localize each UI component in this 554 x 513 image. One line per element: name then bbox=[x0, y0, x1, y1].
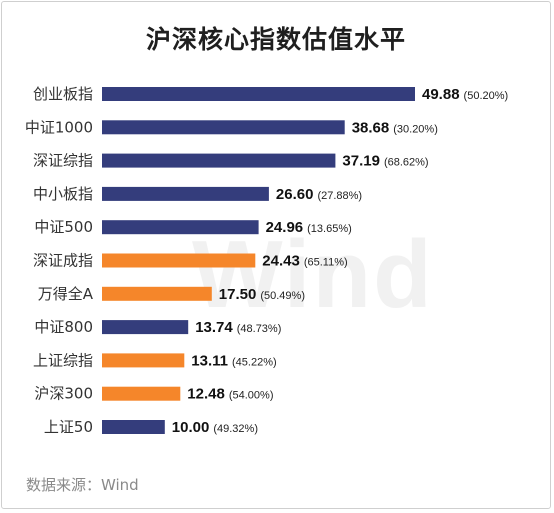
bar bbox=[102, 386, 181, 401]
chart-title: 沪深核心指数估值水平 bbox=[145, 25, 406, 54]
value-label: 13.11 (45.22%) bbox=[191, 352, 276, 369]
percentile-label: (30.20%) bbox=[393, 123, 438, 135]
percentile-label: (54.00%) bbox=[229, 390, 274, 402]
value-number: 49.88 bbox=[422, 86, 460, 103]
percentile-label: (48.73%) bbox=[237, 323, 282, 335]
value-number: 24.43 bbox=[262, 253, 300, 270]
category-label: 中证800 bbox=[34, 318, 93, 336]
percentile-label: (68.62%) bbox=[384, 157, 429, 169]
category-label: 中证500 bbox=[34, 218, 93, 236]
bar bbox=[102, 286, 212, 301]
category-label: 上证综指 bbox=[33, 351, 93, 369]
percentile-label: (50.20%) bbox=[464, 90, 509, 102]
bar bbox=[102, 420, 165, 434]
bar bbox=[102, 87, 415, 101]
value-number: 12.48 bbox=[187, 386, 225, 403]
bar bbox=[102, 353, 185, 368]
bar bbox=[102, 186, 269, 201]
category-label: 深证综指 bbox=[33, 152, 93, 170]
value-label: 24.43 (65.11%) bbox=[262, 253, 347, 270]
percentile-label: (49.32%) bbox=[213, 423, 258, 435]
value-label: 10.00 (49.32%) bbox=[172, 419, 258, 436]
value-number: 24.96 bbox=[266, 219, 304, 236]
category-label: 创业板指 bbox=[33, 85, 93, 103]
value-label: 37.19 (68.62%) bbox=[342, 153, 428, 170]
bar bbox=[102, 253, 256, 268]
value-number: 37.19 bbox=[342, 153, 380, 170]
value-label: 13.74 (48.73%) bbox=[195, 319, 281, 336]
value-label: 12.48 (54.00%) bbox=[187, 386, 273, 403]
category-label: 上证50 bbox=[44, 418, 93, 436]
value-number: 38.68 bbox=[352, 119, 390, 136]
category-label: 中小板指 bbox=[33, 185, 93, 203]
category-label: 沪深300 bbox=[34, 385, 93, 403]
percentile-label: (13.65%) bbox=[307, 223, 352, 235]
value-number: 10.00 bbox=[172, 419, 210, 436]
value-label: 24.96 (13.65%) bbox=[266, 219, 352, 236]
value-label: 49.88 (50.20%) bbox=[422, 86, 508, 103]
wind-watermark: Wind bbox=[192, 221, 434, 328]
category-label: 中证1000 bbox=[25, 118, 93, 136]
bar bbox=[102, 320, 189, 335]
bar bbox=[102, 220, 259, 235]
percentile-label: (45.22%) bbox=[232, 356, 277, 368]
value-number: 26.60 bbox=[276, 186, 314, 203]
bar bbox=[102, 120, 345, 135]
percentile-label: (27.88%) bbox=[317, 190, 362, 202]
value-number: 17.50 bbox=[219, 286, 257, 303]
value-number: 13.11 bbox=[191, 352, 228, 369]
value-label: 38.68 (30.20%) bbox=[352, 119, 438, 136]
source-note: 数据来源：Wind bbox=[26, 476, 139, 494]
category-label: 万得全A bbox=[38, 285, 94, 303]
percentile-label: (65.11%) bbox=[304, 257, 348, 269]
percentile-label: (50.49%) bbox=[260, 290, 305, 302]
value-number: 13.74 bbox=[195, 319, 233, 336]
category-label: 深证成指 bbox=[33, 252, 93, 270]
value-label: 17.50 (50.49%) bbox=[219, 286, 305, 303]
bar bbox=[102, 153, 336, 168]
value-label: 26.60 (27.88%) bbox=[276, 186, 362, 203]
